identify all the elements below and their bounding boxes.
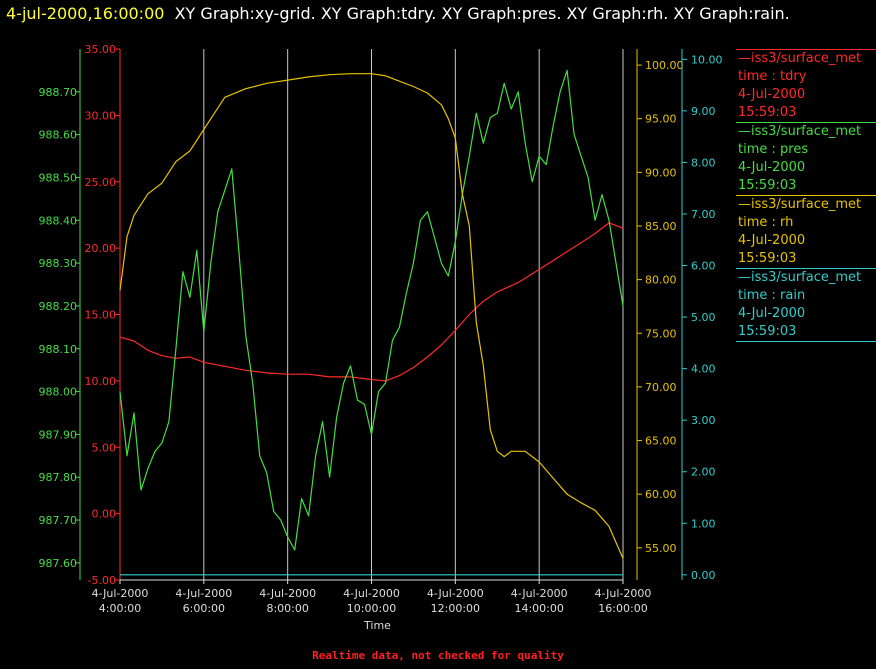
rain-tick-label: 1.00 [691, 517, 716, 530]
pres-tick-label: 987.80 [39, 471, 78, 484]
pres-tick-label: 988.60 [39, 129, 78, 142]
rain-tick-label: 8.00 [691, 156, 716, 169]
x-tick-label-time: 6:00:00 [183, 602, 225, 615]
quality-note: Realtime data, not checked for quality [312, 649, 564, 662]
x-tick-label-time: 10:00:00 [347, 602, 396, 615]
x-tick-label-date: 4-Jul-2000 [92, 587, 149, 600]
rain-tick-label: 10.00 [691, 53, 723, 66]
legend-time: 15:59:03 [738, 178, 797, 193]
rh-tick-label: 85.00 [645, 220, 677, 233]
graph-titles: XY Graph:xy-grid. XY Graph:tdry. XY Grap… [174, 4, 790, 23]
legend-source: —iss3/surface_met [738, 197, 862, 212]
legend-time: 15:59:03 [738, 105, 797, 120]
rain-tick-label: 7.00 [691, 208, 716, 221]
rain-tick-label: 6.00 [691, 260, 716, 273]
x-tick-label-date: 4-Jul-2000 [511, 587, 568, 600]
tdry-tick-label: 35.00 [85, 43, 117, 56]
tdry-tick-label: 10.00 [85, 375, 117, 388]
legend-field: time : tdry [738, 69, 807, 84]
header: 4-jul-2000,16:00:00 XY Graph:xy-grid. XY… [6, 4, 790, 23]
rain-tick-label: 5.00 [691, 311, 716, 324]
rh-tick-label: 90.00 [645, 166, 677, 179]
x-tick-label-date: 4-Jul-2000 [595, 587, 652, 600]
rain-tick-label: 3.00 [691, 414, 716, 427]
grid-lines [119, 49, 624, 580]
rh-tick-label: 65.00 [645, 435, 677, 448]
tdry-tick-label: 20.00 [85, 242, 117, 255]
pres-tick-label: 987.90 [39, 428, 78, 441]
legend-source: —iss3/surface_met [738, 270, 862, 285]
timestamp: 4-jul-2000,16:00:00 [6, 4, 165, 23]
rh-series-line [119, 73, 624, 559]
x-tick-label-date: 4-Jul-2000 [343, 587, 400, 600]
rain-tick-label: 4.00 [691, 363, 716, 376]
series-lines [119, 69, 624, 576]
legend-divider [736, 341, 876, 342]
tdry-tick-label: 0.00 [92, 508, 117, 521]
tdry-tick-label: 15.00 [85, 309, 117, 322]
x-tick-label-time: 16:00:00 [598, 602, 647, 615]
rh-tick-label: 70.00 [645, 381, 677, 394]
rh-tick-label: 100.00 [645, 59, 684, 72]
x-tick-label-time: 4:00:00 [99, 602, 141, 615]
pres-tick-label: 988.70 [39, 86, 78, 99]
rh-tick-label: 60.00 [645, 488, 677, 501]
rain-tick-label: 0.00 [691, 569, 716, 582]
x-tick-label-time: 12:00:00 [431, 602, 480, 615]
legend-field: time : rain [738, 288, 806, 303]
rh-tick-label: 95.00 [645, 113, 677, 126]
tdry-tick-label: 5.00 [92, 441, 117, 454]
pres-tick-label: 988.30 [39, 257, 78, 270]
legend-date: 4-Jul-2000 [738, 233, 806, 248]
x-tick-label-date: 4-Jul-2000 [427, 587, 484, 600]
axes: 987.60 987.70 987.80 987.90 988.00 988.10 988.… [39, 43, 723, 587]
legend-field: time : pres [738, 142, 809, 157]
legend-time: 15:59:03 [738, 251, 797, 266]
rh-tick-label: 80.00 [645, 274, 677, 287]
legend-date: 4-Jul-2000 [738, 87, 806, 102]
legend: —iss3/surface_met time : tdry 4-Jul-2000 15… [736, 49, 876, 342]
pres-tick-label: 988.00 [39, 386, 78, 399]
x-tick-label-date: 4-Jul-2000 [175, 587, 232, 600]
pres-tick-label: 988.40 [39, 214, 78, 227]
tdry-tick-label: 30.00 [85, 109, 117, 122]
pres-tick-label: 987.70 [39, 514, 78, 527]
rh-tick-label: 55.00 [645, 542, 677, 555]
pres-tick-label: 987.60 [39, 557, 78, 570]
x-axis-label: Time [363, 619, 391, 632]
legend-date: 4-Jul-2000 [738, 160, 806, 175]
pres-tick-label: 988.50 [39, 171, 78, 184]
tdry-tick-label: -5.00 [88, 574, 116, 587]
rain-tick-label: 2.00 [691, 466, 716, 479]
legend-time: 15:59:03 [738, 324, 797, 339]
legend-source: —iss3/surface_met [738, 124, 862, 139]
x-tick-label-time: 8:00:00 [266, 602, 308, 615]
x-tick-label-time: 14:00:00 [514, 602, 563, 615]
legend-date: 4-Jul-2000 [738, 306, 806, 321]
legend-source: —iss3/surface_met [738, 51, 862, 66]
pres-series-line [119, 69, 624, 551]
rain-tick-label: 9.00 [691, 105, 716, 118]
pres-tick-label: 988.20 [39, 300, 78, 313]
x-axis: 4-Jul-2000 4:00:00 4-Jul-2000 6:00:00 4-Jul-… [92, 579, 652, 632]
legend-field: time : rh [738, 215, 794, 230]
rh-tick-label: 75.00 [645, 327, 677, 340]
tdry-tick-label: 25.00 [85, 176, 117, 189]
x-tick-label-date: 4-Jul-2000 [259, 587, 316, 600]
pres-tick-label: 988.10 [39, 343, 78, 356]
